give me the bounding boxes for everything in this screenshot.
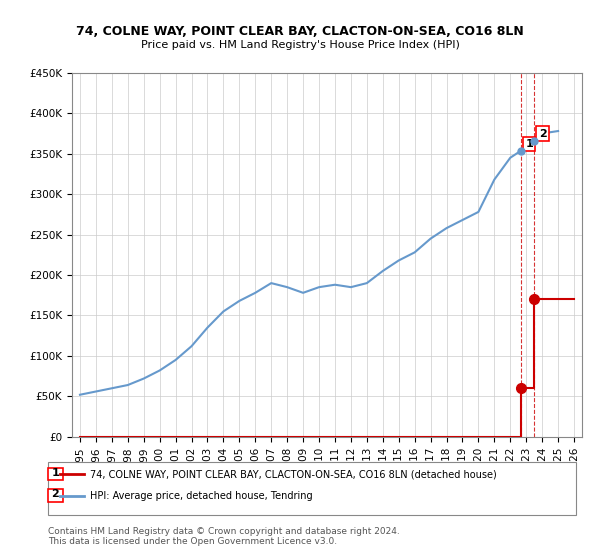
Text: Contains HM Land Registry data © Crown copyright and database right 2024.
This d: Contains HM Land Registry data © Crown c… bbox=[48, 526, 400, 546]
Text: 2: 2 bbox=[52, 489, 59, 500]
Text: 1: 1 bbox=[526, 139, 533, 149]
Text: 53% ↓ HPI: 53% ↓ HPI bbox=[240, 489, 299, 500]
Text: 26-JUN-2023: 26-JUN-2023 bbox=[75, 489, 146, 500]
Text: 84% ↓ HPI: 84% ↓ HPI bbox=[240, 468, 299, 478]
Text: 74, COLNE WAY, POINT CLEAR BAY, CLACTON-ON-SEA, CO16 8LN: 74, COLNE WAY, POINT CLEAR BAY, CLACTON-… bbox=[76, 25, 524, 38]
Text: £170,000: £170,000 bbox=[168, 489, 221, 500]
Text: 2: 2 bbox=[539, 129, 547, 138]
Text: 26-AUG-2022: 26-AUG-2022 bbox=[75, 468, 149, 478]
Text: 1: 1 bbox=[52, 468, 59, 478]
Text: £60,000: £60,000 bbox=[168, 468, 214, 478]
Text: HPI: Average price, detached house, Tendring: HPI: Average price, detached house, Tend… bbox=[90, 491, 313, 501]
Text: Price paid vs. HM Land Registry's House Price Index (HPI): Price paid vs. HM Land Registry's House … bbox=[140, 40, 460, 50]
Text: 74, COLNE WAY, POINT CLEAR BAY, CLACTON-ON-SEA, CO16 8LN (detached house): 74, COLNE WAY, POINT CLEAR BAY, CLACTON-… bbox=[90, 469, 497, 479]
